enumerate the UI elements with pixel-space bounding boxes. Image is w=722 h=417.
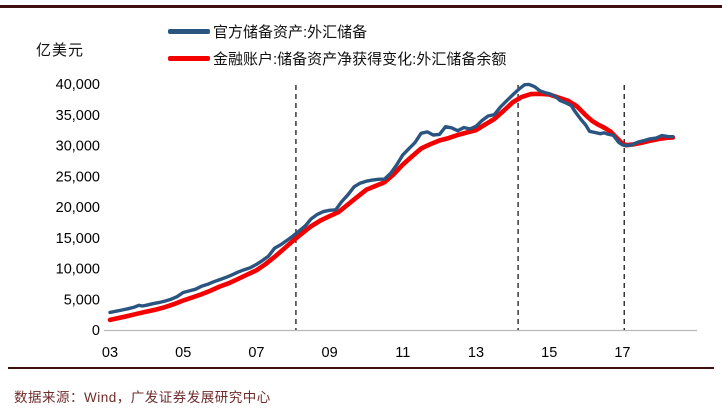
blue-series-line [108, 82, 675, 315]
data-source-note: 数据来源：Wind，广发证券发展研究中心 [14, 390, 271, 405]
y-axis-tick-label: 20,000 [56, 200, 100, 216]
y-axis-tick-label: 0 [92, 323, 100, 339]
y-axis-tick-label: 35,000 [56, 108, 100, 124]
x-axis-tick-label: 11 [395, 345, 410, 361]
y-axis-tick-label: 40,000 [56, 77, 100, 93]
y-axis-unit-label: 亿美元 [36, 42, 85, 59]
blue-line-swatch-icon [168, 28, 210, 34]
y-axis-tick-label: 25,000 [56, 169, 100, 185]
legend-label-financial-account-reserves: 金融账户:储备资产净获得变化:外汇储备余额 [213, 50, 507, 68]
y-axis-tick-label: 30,000 [56, 139, 100, 155]
legend-item-financial-account-reserves: 金融账户:储备资产净获得变化:外汇储备余额 [168, 46, 506, 70]
y-axis-tick-label: 10,000 [56, 262, 100, 278]
y-axis-tick-label: 5,000 [64, 292, 100, 308]
x-axis-tick-label: 03 [102, 345, 118, 361]
red-series-line [107, 91, 676, 323]
x-axis-tick-label: 13 [468, 345, 484, 361]
red-line-swatch-icon [168, 55, 210, 61]
legend-label-official-fx-reserves: 官方储备资产:外汇储备 [213, 23, 368, 41]
y-axis-tick-label: 15,000 [56, 231, 100, 247]
x-axis-tick-label: 17 [614, 345, 630, 361]
x-axis-tick-label: 05 [175, 345, 191, 361]
x-axis-tick-label: 09 [322, 345, 338, 361]
x-axis-tick-label: 15 [541, 345, 557, 361]
x-axis-tick-label: 07 [248, 345, 264, 361]
top-border-rule [0, 5, 722, 8]
legend-item-official-fx-reserves: 官方储备资产:外汇储备 [168, 19, 506, 43]
chart-legend: 官方储备资产:外汇储备 金融账户:储备资产净获得变化:外汇储备余额 [168, 19, 506, 70]
footer-divider-rule [8, 367, 714, 369]
